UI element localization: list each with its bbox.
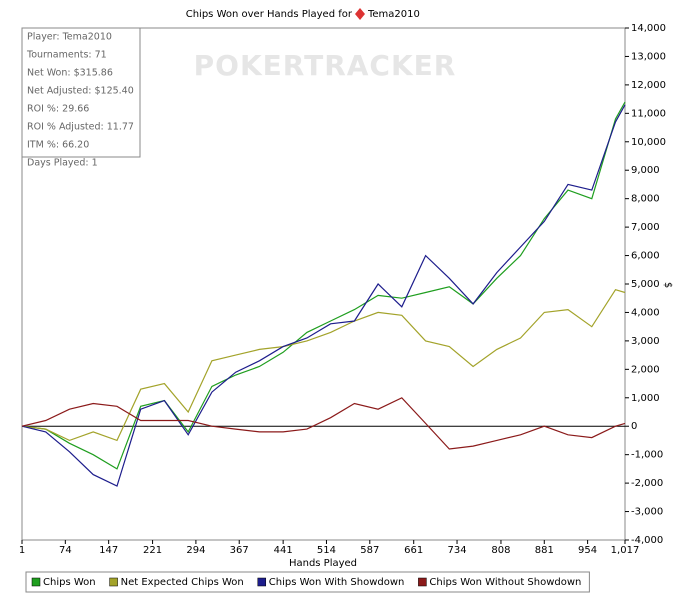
legend-label: Chips Won bbox=[43, 577, 96, 588]
x-tick-label: 1,017 bbox=[611, 545, 640, 556]
y-tick-label: 4,000 bbox=[631, 307, 660, 318]
y-tick-label: 8,000 bbox=[631, 194, 660, 205]
x-tick-label: 221 bbox=[143, 545, 162, 556]
y-tick-label: 0 bbox=[631, 421, 637, 432]
y-tick-label: -2,000 bbox=[631, 478, 663, 489]
legend-swatch bbox=[31, 577, 41, 587]
y-tick-label: 5,000 bbox=[631, 279, 660, 290]
info-text: Net Won: $315.86 bbox=[27, 68, 113, 79]
series-line bbox=[21, 104, 626, 487]
x-tick-label: 514 bbox=[317, 545, 336, 556]
info-text: Tournaments: 71 bbox=[26, 50, 107, 61]
info-text: Player: Tema2010 bbox=[27, 32, 112, 43]
y-tick-label: 7,000 bbox=[631, 222, 660, 233]
info-text: ROI % Adjusted: 11.77 bbox=[27, 122, 134, 133]
x-tick-label: 74 bbox=[59, 545, 72, 556]
legend-swatch bbox=[257, 577, 267, 587]
info-box bbox=[21, 27, 141, 158]
legend-label: Chips Won With Showdown bbox=[269, 577, 405, 588]
chart-title-name: Tema2010 bbox=[367, 9, 420, 20]
legend-label: Chips Won Without Showdown bbox=[429, 577, 581, 588]
series-line bbox=[21, 288, 626, 442]
watermark: POKERTRACKER bbox=[194, 49, 457, 82]
y-tick-label: -4,000 bbox=[631, 535, 663, 546]
x-tick-label: 441 bbox=[274, 545, 293, 556]
x-tick-label: 808 bbox=[491, 545, 510, 556]
y-tick-label: 9,000 bbox=[631, 165, 660, 176]
y-axis-label: $ bbox=[662, 282, 673, 288]
x-tick-label: 881 bbox=[535, 545, 554, 556]
x-tick-label: 294 bbox=[186, 545, 205, 556]
y-tick-label: 13,000 bbox=[631, 51, 666, 62]
x-tick-label: 734 bbox=[447, 545, 466, 556]
x-axis-label: Hands Played bbox=[289, 558, 357, 569]
y-tick-label: 12,000 bbox=[631, 80, 666, 91]
chart-title: Chips Won over Hands Played for bbox=[186, 9, 353, 20]
y-tick-label: 1,000 bbox=[631, 393, 660, 404]
x-tick-label: 1 bbox=[19, 545, 25, 556]
info-text: ROI %: 29.66 bbox=[27, 104, 89, 115]
info-text: Days Played: 1 bbox=[27, 158, 98, 169]
y-tick-label: 10,000 bbox=[631, 137, 666, 148]
y-tick-label: 3,000 bbox=[631, 336, 660, 347]
y-tick-label: -3,000 bbox=[631, 507, 663, 518]
y-tick-label: 14,000 bbox=[631, 23, 666, 34]
x-tick-label: 367 bbox=[230, 545, 249, 556]
y-tick-label: -1,000 bbox=[631, 450, 663, 461]
x-tick-label: 147 bbox=[99, 545, 118, 556]
y-tick-label: 6,000 bbox=[631, 251, 660, 262]
legend-label: Net Expected Chips Won bbox=[121, 577, 244, 588]
player-icon bbox=[355, 8, 365, 20]
x-tick-label: 587 bbox=[360, 545, 379, 556]
y-tick-label: 2,000 bbox=[631, 364, 660, 375]
x-tick-label: 661 bbox=[404, 545, 423, 556]
y-tick-label: 11,000 bbox=[631, 108, 666, 119]
info-text: Net Adjusted: $125.40 bbox=[27, 86, 134, 97]
legend-swatch bbox=[109, 577, 118, 587]
series-line bbox=[21, 101, 626, 470]
legend-swatch bbox=[418, 577, 427, 587]
legend-box bbox=[25, 571, 590, 593]
x-tick-label: 954 bbox=[578, 545, 597, 556]
info-text: ITM %: 66.20 bbox=[27, 140, 89, 151]
series-line bbox=[21, 397, 626, 450]
